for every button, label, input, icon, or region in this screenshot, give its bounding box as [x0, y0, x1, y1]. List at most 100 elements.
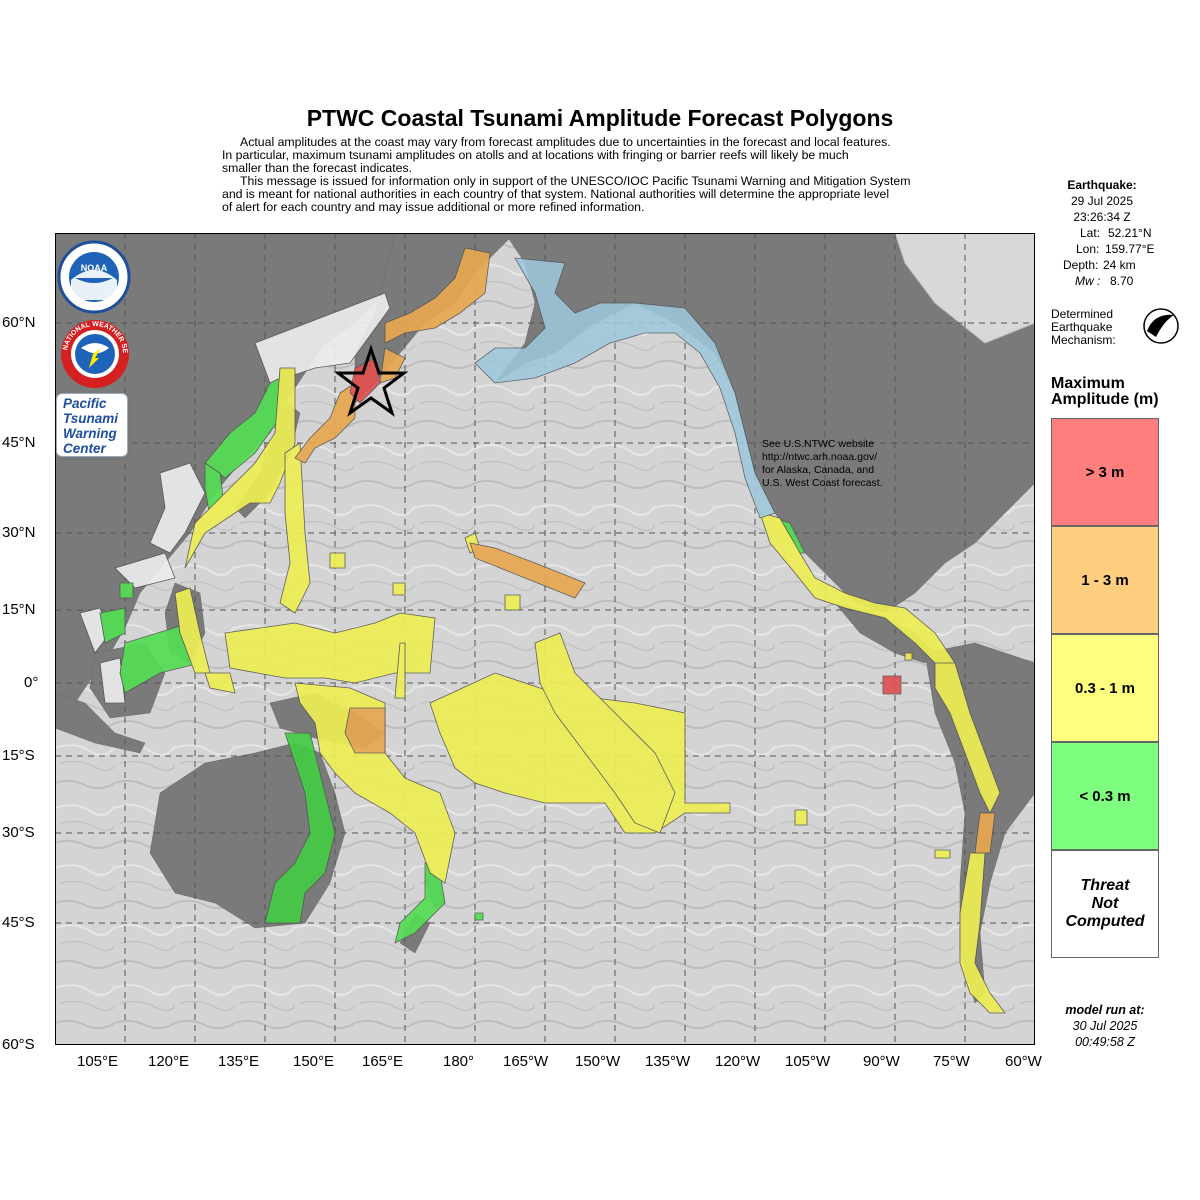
polygon-yellow — [904, 652, 913, 661]
polygon-ntwc — [474, 257, 776, 519]
earthquake-heading: Earthquake: — [1067, 178, 1137, 192]
legend-label: > 3 m — [1085, 463, 1125, 481]
depth-value: 24 km — [1103, 258, 1136, 272]
lat-label: 30°S — [2, 824, 35, 841]
mechanism-line: Earthquake — [1051, 320, 1113, 334]
polygon-green — [99, 607, 126, 644]
page-title: PTWC Coastal Tsunami Amplitude Forecast … — [306, 105, 894, 131]
polygon-not-computed — [99, 657, 126, 704]
lat-label: Lat: — [1080, 226, 1101, 240]
lon-label: 165°W — [503, 1053, 549, 1070]
lon-label: Lon: — [1076, 242, 1100, 256]
lat-label: 0° — [24, 674, 39, 691]
noaa-logo-text: NOAA — [81, 263, 108, 273]
forecast-polygons — [79, 247, 1006, 1014]
depth-row: Depth: 24 km — [1040, 257, 1200, 273]
lon-label: 165°E — [362, 1053, 404, 1070]
lon-label: 150°E — [293, 1053, 335, 1070]
lat-label: 30°N — [2, 524, 36, 541]
ntwc-annotation: See U.S.NTWC website http://ntwc.arh.noa… — [762, 438, 883, 490]
mechanism-line: Mechanism: — [1051, 333, 1116, 347]
lon-label: 180° — [443, 1053, 475, 1070]
polygon-yellow — [204, 672, 236, 694]
polygon-green — [119, 582, 134, 599]
polygon-orange — [344, 707, 386, 754]
earthquake-time: 23:26:34 Z — [1073, 210, 1131, 224]
star-icon — [333, 344, 409, 417]
legend-label: Threat Not Computed — [1065, 877, 1145, 930]
ptwc-logo-line: Pacific — [63, 396, 107, 411]
legend-item-03-1: 0.3 - 1 m — [1051, 634, 1159, 742]
legend-item-lt03: < 0.3 m — [1051, 742, 1159, 850]
model-run-time: 00:49:58 Z — [1075, 1035, 1135, 1049]
magnitude-value: 8.70 — [1110, 274, 1134, 288]
land-sumatra-java — [55, 692, 146, 754]
polygon-yellow — [959, 852, 1006, 1014]
lon-value: 159.77°E — [1105, 242, 1155, 256]
polygon-green — [264, 732, 336, 924]
magnitude-label: Mw : — [1075, 274, 1101, 288]
polygon-yellow — [394, 642, 406, 699]
mechanism-label: Determined Earthquake Mechanism: — [1051, 308, 1141, 347]
legend-label: < 0.3 m — [1079, 787, 1131, 805]
beachball-icon — [1143, 308, 1179, 344]
lon-row: Lon: 159.77°E — [1040, 241, 1200, 257]
ptwc-logo-line: Warning — [63, 426, 117, 441]
disclaimer-line: smaller than the forecast indicates. — [222, 161, 413, 175]
disclaimer-text: Actual amplitudes at the coast may vary … — [222, 136, 1022, 214]
polygon-yellow — [329, 552, 346, 569]
lon-label: 90°W — [863, 1053, 900, 1070]
polygon-yellow — [224, 612, 436, 684]
lon-label: 150°W — [575, 1053, 621, 1070]
lat-label: 60°S — [2, 1036, 35, 1053]
legend-title: Maximum Amplitude (m) — [1051, 376, 1159, 408]
mechanism-line: Determined — [1051, 307, 1114, 321]
polygon-green — [474, 912, 484, 921]
lon-label: 120°W — [715, 1053, 761, 1070]
annotation-line: U.S. West Coast forecast. — [762, 477, 883, 489]
lat-label: 45°N — [2, 434, 36, 451]
lat-label: 60°N — [2, 314, 36, 331]
lat-row: Lat: 52.21°N — [1040, 225, 1200, 241]
forecast-map — [55, 233, 1035, 1045]
lon-label: 105°E — [77, 1053, 119, 1070]
legend-label: 1 - 3 m — [1081, 571, 1129, 589]
legend-item-1-3: 1 - 3 m — [1051, 526, 1159, 634]
lat-label: 15°N — [2, 601, 36, 618]
ptwc-logo: Pacific Tsunami Warning Center — [56, 393, 128, 457]
legend-title-line: Amplitude (m) — [1051, 391, 1159, 408]
magnitude-row: Mw : 8.70 — [1040, 273, 1200, 289]
polygon-yellow — [392, 582, 406, 596]
noaa-logo: NOAA — [57, 240, 131, 314]
lat-label: 15°S — [2, 747, 35, 764]
polygon-yellow — [534, 632, 676, 834]
legend-item-gt3: > 3 m — [1051, 418, 1159, 526]
model-run-date: 30 Jul 2025 — [1072, 1019, 1138, 1033]
polygon-not-computed — [149, 462, 206, 554]
lon-label: 135°W — [645, 1053, 691, 1070]
polygon-yellow — [504, 594, 521, 611]
lon-label: 60°W — [1005, 1053, 1042, 1070]
disclaimer-line: This message is issued for information o… — [240, 174, 911, 188]
model-run-heading: model run at: — [1065, 1003, 1145, 1017]
annotation-line: for Alaska, Canada, and — [762, 464, 875, 476]
disclaimer-line: In particular, maximum tsunami amplitude… — [222, 148, 849, 162]
map-frame — [55, 233, 1035, 1045]
disclaimer-line: and is meant for national authorities in… — [222, 187, 890, 201]
earthquake-info: Earthquake: 29 Jul 2025 23:26:34 Z Lat: … — [1040, 177, 1200, 289]
annotation-line: http://ntwc.arh.noaa.gov/ — [762, 451, 877, 463]
lat-label: 45°S — [2, 914, 35, 931]
polygon-not-computed — [114, 552, 176, 589]
annotation-line: See U.S.NTWC website — [762, 438, 875, 450]
disclaimer-line: of alert for each country and may issue … — [222, 200, 645, 214]
lon-label: 105°W — [785, 1053, 831, 1070]
polygon-yellow — [934, 849, 951, 859]
polygon-yellow — [279, 442, 311, 614]
lon-label: 120°E — [148, 1053, 190, 1070]
polygon-orange — [974, 812, 996, 854]
legend-title-line: Maximum — [1051, 375, 1125, 392]
legend-label: 0.3 - 1 m — [1074, 679, 1136, 697]
model-run-info: model run at: 30 Jul 2025 00:49:58 Z — [1050, 1002, 1160, 1050]
nws-logo: NATIONAL WEATHER SERVICE — [59, 318, 129, 388]
polygon-yellow — [794, 809, 808, 826]
